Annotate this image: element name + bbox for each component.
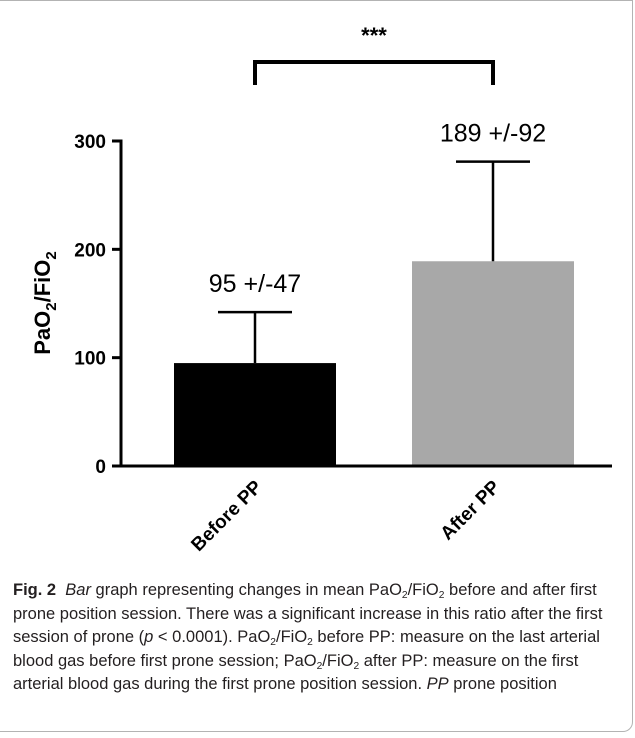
significance-stars: *** (361, 23, 387, 48)
caption-italic-term: p (144, 628, 154, 646)
caption-text: < 0.0001). PaO (153, 628, 271, 646)
y-axis-label: PaO2/FiO2 (30, 251, 60, 355)
figure-number: Fig. 2 (13, 581, 57, 599)
caption-subscript: 2 (316, 660, 323, 672)
bar-value-label: 189 +/-92 (440, 120, 546, 148)
category-label: Before PP (187, 476, 266, 555)
figure-caption: Fig. 2 Bar graph representing changes in… (13, 579, 625, 697)
caption-text: /FiO (407, 581, 439, 599)
caption-text: after PP: measure on the first arterial … (13, 651, 579, 694)
caption-subscript: 2 (401, 590, 408, 602)
y-tick-label: 300 (74, 132, 106, 153)
caption-italic-term: Bar (65, 581, 91, 599)
caption-text: prone position (448, 675, 557, 693)
caption-italic-term: PP (426, 675, 449, 693)
caption-subscript: 2 (438, 590, 445, 602)
y-axis-label-part: /FiO (30, 260, 55, 303)
caption-text: before and after first prone position se… (13, 581, 603, 646)
category-label: After PP (437, 476, 505, 544)
bar-1 (174, 363, 336, 466)
caption-text: before PP: measure on the last arterial … (13, 628, 600, 670)
caption-subscript: 2 (270, 637, 276, 649)
y-tick-label: 100 (74, 349, 106, 370)
y-axis-label-subscript: 2 (43, 251, 60, 259)
y-axis-label-subscript: 2 (43, 302, 60, 310)
bar-2 (412, 261, 574, 466)
caption-text: /FiO (275, 628, 308, 646)
y-axis-label-part: PaO (30, 311, 55, 355)
caption-text: /FiO (322, 651, 354, 670)
y-tick-label: 200 (74, 240, 106, 261)
caption-text: graph representing changes in mean PaO (90, 581, 402, 599)
y-tick-label: 0 (95, 457, 106, 478)
significance-bracket (253, 60, 495, 85)
bar-value-label: 95 +/-47 (209, 270, 301, 298)
caption-subscript: 2 (353, 660, 360, 672)
bar-chart: 0 100 200 300 Before PP After PP 95 +/-47 189… (30, 23, 612, 556)
caption-subscript: 2 (307, 637, 313, 649)
